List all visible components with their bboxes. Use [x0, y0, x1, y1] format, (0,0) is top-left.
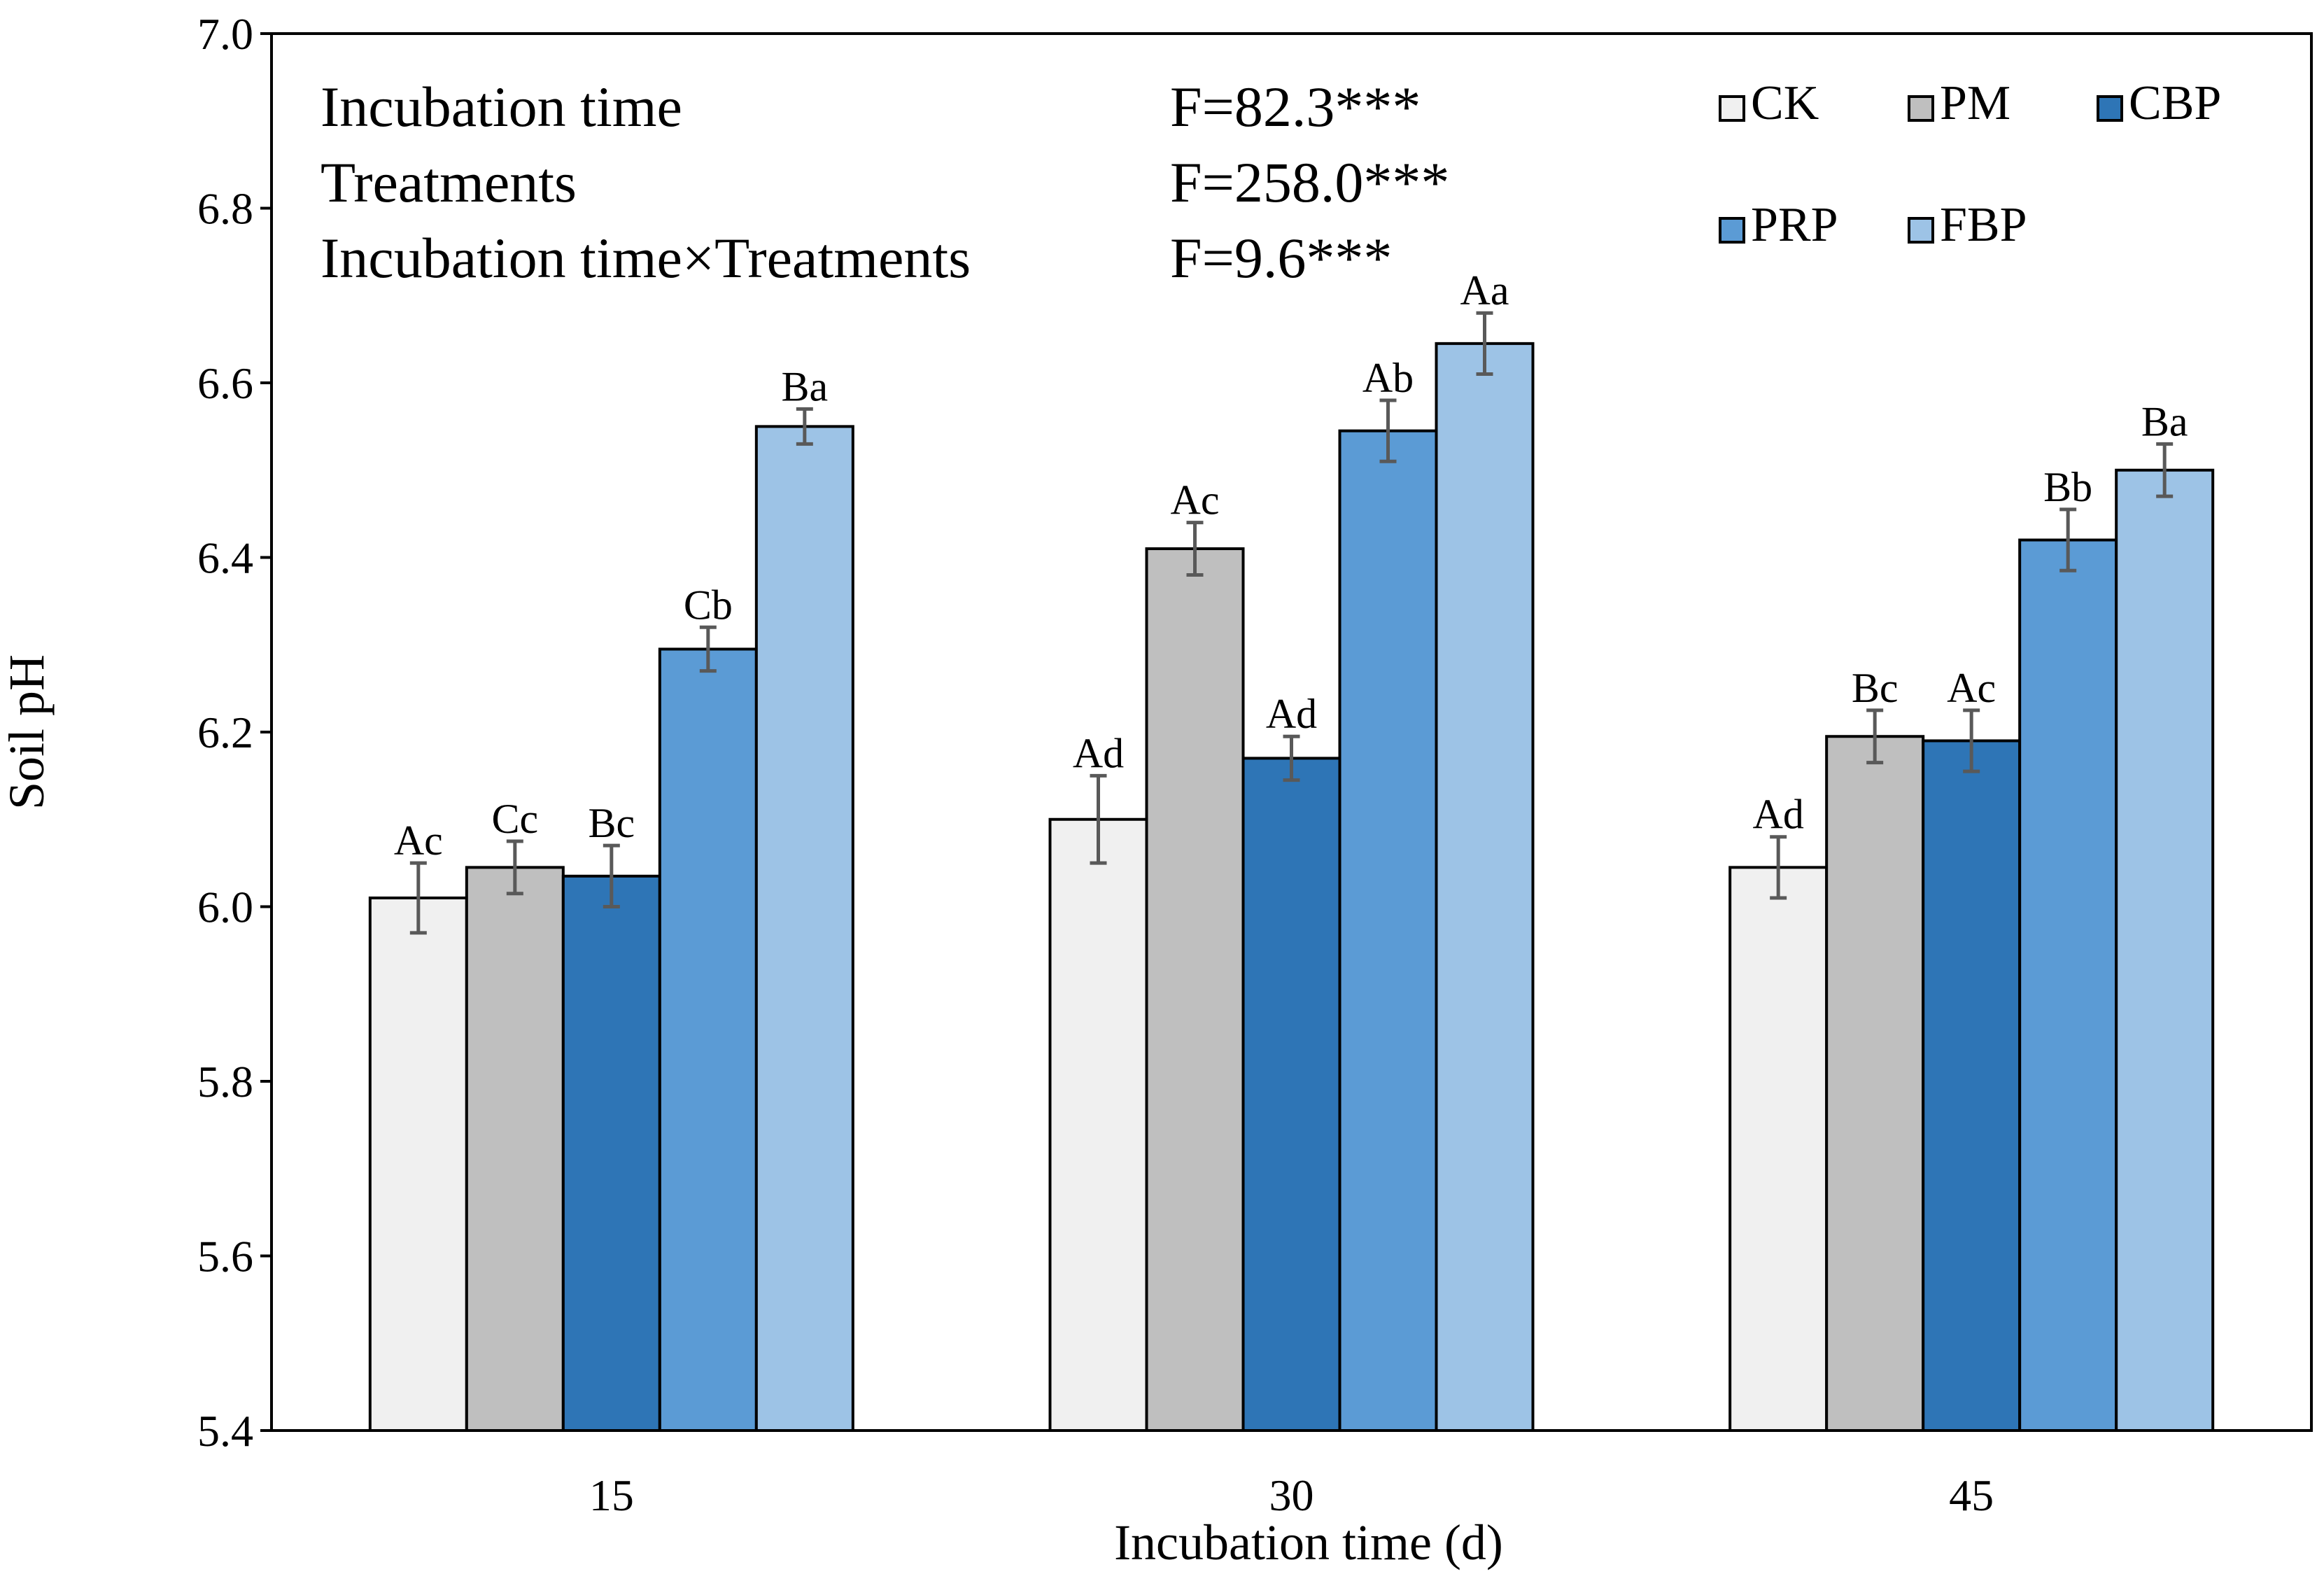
- y-tick-label: 5.8: [197, 1057, 253, 1106]
- legend-swatch-pm: [1908, 95, 1934, 122]
- bar-ck-30: [1048, 817, 1148, 1432]
- legend-label: PM: [1940, 76, 2010, 130]
- y-axis-title: Soil pH: [0, 654, 55, 810]
- statistics-annotations: Incubation time F=82.3*** Treatments F=258.…: [321, 75, 1449, 290]
- x-axis-title: Incubation time (d): [1114, 1515, 1503, 1571]
- bar-significance-label: Cb: [684, 582, 733, 628]
- y-tick-label: 6.6: [197, 358, 253, 408]
- legend-label: CBP: [2129, 76, 2221, 130]
- bar-prp-15: [658, 647, 758, 1432]
- y-tick-label: 5.4: [197, 1406, 253, 1456]
- bar-significance-label: Ac: [1171, 477, 1220, 524]
- y-tick-label: 5.6: [197, 1232, 253, 1281]
- x-tick-label: 15: [589, 1470, 634, 1520]
- y-tick-label: 6.8: [197, 184, 253, 234]
- bar-significance-label: Ba: [2141, 398, 2188, 444]
- bar-labels-layer: Ac Cc Bc Cb Ba Ad Ac Ad Ab Aa Ad Bc Ac Bb Ba: [394, 267, 2188, 864]
- bar-fbp-30: [1435, 342, 1535, 1432]
- bar-significance-label: Cc: [492, 796, 539, 842]
- y-tick-label: 6.0: [197, 883, 253, 932]
- annotation-label: Incubation time×Treatments: [321, 226, 971, 290]
- bar-cbp-15: [561, 874, 661, 1432]
- bar-prp-30: [1338, 429, 1438, 1432]
- legend-label: FBP: [1940, 198, 2027, 252]
- bar-significance-label: Ba: [782, 363, 829, 409]
- bar-significance-label: Ab: [1362, 355, 1414, 401]
- y-tick-label: 6.4: [197, 533, 253, 583]
- bar-significance-label: Bc: [589, 800, 635, 846]
- bar-prp-45: [2018, 538, 2118, 1432]
- bar-ck-45: [1728, 866, 1829, 1433]
- legend-swatch-fbp: [1908, 217, 1934, 244]
- plot-area-frame: [270, 32, 2313, 1432]
- bar-pm-15: [465, 866, 565, 1433]
- y-tick-label: 6.2: [197, 708, 253, 757]
- bar-significance-label: Ad: [1266, 691, 1317, 737]
- annotation-stat: F=9.6***: [1170, 226, 1392, 290]
- legend-label: PRP: [1751, 198, 1838, 252]
- bar-fbp-45: [2115, 468, 2215, 1432]
- bar-significance-label: Ad: [1073, 730, 1124, 776]
- annotation-label: Incubation time: [321, 75, 682, 139]
- annotation-label: Treatments: [321, 150, 577, 214]
- bar-significance-label: Bb: [2043, 464, 2092, 510]
- bar-significance-label: Bc: [1852, 665, 1899, 711]
- error-bars-layer: [409, 311, 2174, 935]
- x-tick-label: 30: [1269, 1470, 1314, 1520]
- bar-pm-45: [1825, 735, 1925, 1433]
- annotation-stat: F=82.3***: [1170, 75, 1421, 139]
- legend-swatch-prp: [1719, 217, 1745, 244]
- legend-label: CK: [1751, 76, 1819, 130]
- bar-significance-label: Aa: [1460, 267, 1509, 314]
- legend-swatch-ck: [1719, 95, 1745, 122]
- bar-ck-15: [368, 897, 468, 1432]
- legend: CK PM CBP PRP FBP: [1719, 76, 2221, 252]
- bar-pm-30: [1145, 547, 1245, 1432]
- y-axis-ticks: 5.4 5.6 5.8 6.0 6.2 6.4 6.6 6.8 7.0: [197, 9, 272, 1456]
- legend-swatch-cbp: [2097, 95, 2123, 122]
- annotation-stat: F=258.0***: [1170, 150, 1449, 214]
- bar-fbp-15: [754, 425, 854, 1432]
- y-tick-label: 7.0: [197, 9, 253, 59]
- bar-significance-label: Ad: [1752, 792, 1803, 838]
- bar-cbp-30: [1241, 757, 1341, 1433]
- x-tick-label: 45: [1949, 1470, 1994, 1520]
- bar-significance-label: Ac: [394, 817, 443, 864]
- bars-layer: [368, 342, 2215, 1433]
- x-axis-ticks: 15 30 45: [589, 1470, 1994, 1520]
- bar-cbp-45: [1922, 739, 2022, 1432]
- bar-significance-label: Ac: [1947, 665, 1996, 711]
